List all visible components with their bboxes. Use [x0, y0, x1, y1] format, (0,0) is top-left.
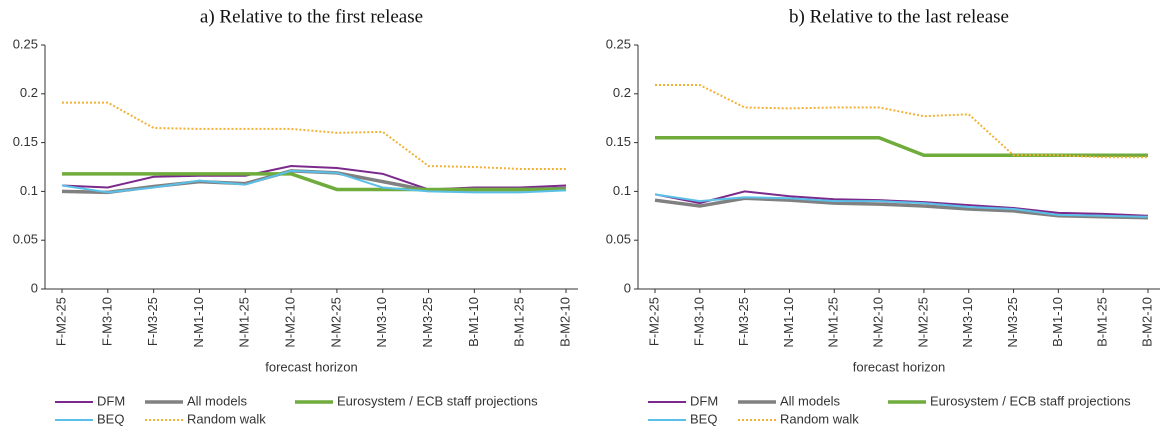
- series-line: [654, 193, 1149, 218]
- x-tick-label: N-M3-10: [960, 297, 975, 348]
- series-line: [655, 135, 1148, 158]
- series-line: [61, 169, 567, 194]
- x-tick-label: B-M1-25: [1095, 297, 1110, 347]
- legend-label: BEQ: [97, 411, 124, 426]
- y-tick-label: 0.15: [13, 134, 38, 149]
- x-tick-label: N-M1-25: [826, 297, 841, 348]
- legend-label: All models: [780, 393, 840, 408]
- y-tick-label: 0.1: [20, 183, 38, 198]
- x-tick-label: N-M2-25: [915, 297, 930, 348]
- x-tick-label: N-M1-25: [237, 297, 252, 348]
- x-tick-label: B-M2-10: [1139, 297, 1154, 347]
- chart-title: b) Relative to the last release: [789, 6, 1009, 27]
- y-tick-label: 0: [624, 280, 631, 295]
- series-line: [62, 172, 566, 192]
- y-tick-label: 0: [31, 280, 38, 295]
- x-tick-label: N-M2-25: [328, 297, 343, 348]
- x-axis-label: forecast horizon: [265, 359, 358, 374]
- y-tick-label: 0.2: [20, 85, 38, 100]
- legend-label: Random walk: [780, 411, 859, 426]
- chart-title: a) Relative to the first release: [200, 6, 423, 27]
- legend-label: DFM: [690, 393, 718, 408]
- y-tick-label: 0.25: [13, 36, 38, 51]
- y-tick-label: 0.15: [606, 134, 631, 149]
- x-tick-label: N-M1-10: [191, 297, 206, 348]
- y-tick-label: 0.1: [613, 183, 631, 198]
- x-axis-label: forecast horizon: [853, 359, 946, 374]
- x-tick-label: F-M2-25: [53, 297, 68, 346]
- y-tick-label: 0.05: [13, 232, 38, 247]
- x-tick-label: F-M3-10: [691, 297, 706, 346]
- legend-label: BEQ: [690, 411, 717, 426]
- x-tick-label: F-M3-25: [145, 297, 160, 346]
- x-tick-label: B-M1-10: [1050, 297, 1065, 347]
- x-tick-label: F-M3-10: [99, 297, 114, 346]
- x-tick-label: B-M1-25: [512, 297, 527, 347]
- x-tick-label: B-M1-10: [466, 297, 481, 347]
- legend-label: Eurosystem / ECB staff projections: [930, 393, 1131, 408]
- legend-label: DFM: [97, 393, 125, 408]
- x-tick-label: N-M1-10: [781, 297, 796, 348]
- x-tick-label: N-M3-25: [420, 297, 435, 348]
- legend-label: Random walk: [187, 411, 266, 426]
- legend-label: Eurosystem / ECB staff projections: [337, 393, 538, 408]
- y-tick-label: 0.05: [606, 232, 631, 247]
- x-tick-label: N-M3-25: [1005, 297, 1020, 348]
- x-tick-label: N-M2-10: [871, 297, 886, 348]
- y-tick-label: 0.25: [606, 36, 631, 51]
- x-tick-label: F-M2-25: [646, 297, 661, 346]
- x-tick-label: N-M3-10: [374, 297, 389, 348]
- series-line: [655, 84, 1148, 159]
- x-tick-label: F-M3-25: [736, 297, 751, 346]
- series-line: [61, 165, 567, 191]
- series-line: [62, 101, 566, 170]
- y-tick-label: 0.2: [613, 85, 631, 100]
- legend-label: All models: [187, 393, 247, 408]
- x-tick-label: N-M2-10: [283, 297, 298, 348]
- x-tick-label: B-M2-10: [557, 297, 572, 347]
